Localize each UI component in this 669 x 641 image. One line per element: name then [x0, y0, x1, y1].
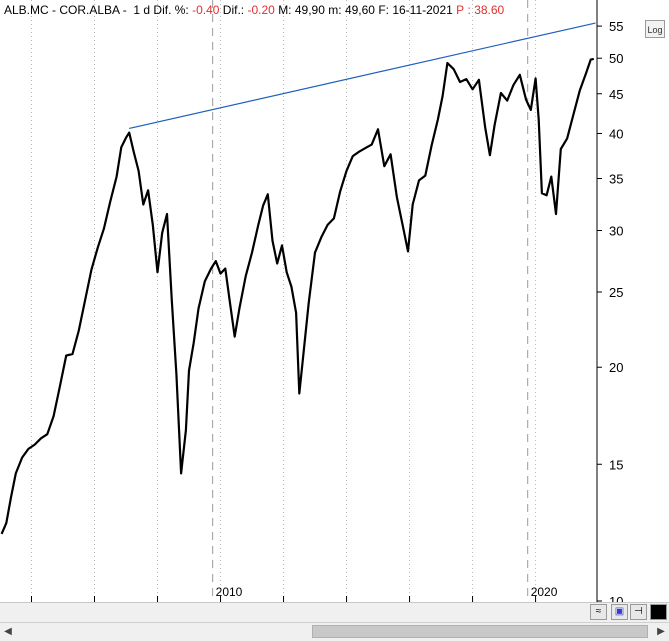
date-label: F:: [378, 3, 389, 17]
price-line: [0, 57, 595, 535]
y-tick-label: 55: [609, 19, 623, 34]
dif-label: Dif.:: [222, 3, 245, 17]
year-marker-label: 2020: [531, 585, 558, 599]
price-series-group: [0, 57, 595, 535]
dif-pct-value: -0.40: [192, 3, 220, 17]
max-value: 49,90: [294, 3, 325, 17]
y-tick-label: 35: [609, 172, 623, 187]
save-icon[interactable]: ▣: [611, 604, 628, 620]
p-label: P: [456, 3, 465, 17]
dif-pct-label: Dif. %:: [153, 3, 189, 17]
scroll-left-icon[interactable]: ◀: [4, 626, 12, 637]
y-tick-label: 25: [609, 285, 623, 300]
bottom-toolbar: [0, 602, 669, 623]
max-label: M:: [278, 3, 292, 17]
y-tick-label: 50: [609, 51, 623, 66]
horizontal-scrollbar[interactable]: ◀ ▶: [0, 622, 669, 641]
chart-header: ALB.MC - COR.ALBA - 1 d Dif. %: -0.40 Di…: [4, 3, 504, 17]
dif-value: -0.20: [247, 3, 275, 17]
date-value: 16-11-2021: [392, 3, 453, 17]
grid-lines: [31, 0, 537, 602]
ticker-label: ALB.MC - COR.ALBA -: [4, 3, 127, 17]
zoom-icon[interactable]: ≈: [590, 604, 607, 620]
p-value: : 38.60: [467, 3, 505, 17]
pin-icon[interactable]: ⊣: [630, 604, 647, 620]
min-value: 49,60: [344, 3, 375, 17]
y-tick-label: 20: [609, 360, 623, 375]
y-tick-label: 40: [609, 126, 623, 141]
period-label: 1 d: [133, 3, 151, 17]
year-marker-label: 2010: [216, 585, 243, 599]
log-scale-button[interactable]: Log: [645, 20, 665, 38]
color-swatch-icon[interactable]: [650, 604, 667, 620]
scroll-right-icon[interactable]: ▶: [657, 626, 665, 637]
resistance-trend-line[interactable]: [129, 22, 596, 130]
y-tick-label: 15: [609, 457, 623, 472]
scroll-thumb[interactable]: [312, 625, 648, 638]
y-tick-label: 30: [609, 223, 623, 238]
min-label: m:: [328, 3, 342, 17]
y-tick-label: 45: [609, 87, 623, 102]
trend-line-group[interactable]: [129, 22, 596, 130]
